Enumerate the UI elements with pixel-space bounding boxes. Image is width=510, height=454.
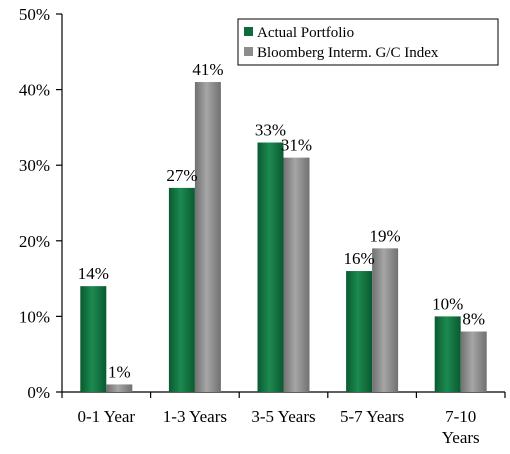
data-label: 33% <box>255 121 286 140</box>
y-axis: 0% 10% 20% 30% 40% 50% <box>19 5 63 402</box>
legend: Actual Portfolio Bloomberg Interm. G/C In… <box>237 18 499 66</box>
bar-actual-portfolio-1 <box>168 187 195 392</box>
bar-index-3 <box>372 248 399 392</box>
x-tick-label: 0-1 Year <box>77 407 135 426</box>
y-tick-label: 0% <box>27 383 50 402</box>
legend-label: Bloomberg Interm. G/C Index <box>257 45 439 61</box>
data-label: 19% <box>370 226 401 245</box>
x-axis: 0-1 Year 1-3 Years 3-5 Years 5-7 Years 7-10 Y… <box>61 391 506 447</box>
bar-index-0 <box>106 384 133 392</box>
bar-index-4 <box>460 331 487 392</box>
data-label: 8% <box>462 310 485 329</box>
bar-actual-portfolio-3 <box>346 271 373 392</box>
y-tick-label: 50% <box>19 5 50 24</box>
bar-index-1 <box>194 82 221 392</box>
data-label: 41% <box>192 60 223 79</box>
data-labels: 14% 1% 27% 41% 33%31% 16% 19% 10%8% <box>78 60 485 381</box>
x-tick-label: 1-3 Years <box>163 407 227 426</box>
bar-actual-portfolio-2 <box>257 142 284 392</box>
data-label: 10% <box>432 294 463 313</box>
legend-swatch <box>244 47 253 56</box>
bar-actual-portfolio-0 <box>80 286 107 392</box>
x-tick-label: 3-5 Years <box>251 407 315 426</box>
data-label: 16% <box>344 249 375 268</box>
bar-actual-portfolio-4 <box>434 316 461 392</box>
legend-box <box>237 18 499 66</box>
y-tick-label: 30% <box>19 156 50 175</box>
legend-label: Actual Portfolio <box>257 25 354 41</box>
y-tick-label: 20% <box>19 232 50 251</box>
bars <box>80 82 487 392</box>
x-tick-label: 7-10 Years <box>442 407 480 447</box>
y-tick-label: 10% <box>19 307 50 326</box>
data-label: 1% <box>108 362 131 381</box>
data-label: 31% <box>281 136 312 155</box>
y-tick-label: 40% <box>19 81 50 100</box>
bar-index-2 <box>283 157 310 392</box>
data-label: 14% <box>78 264 109 283</box>
x-tick-label: 5-7 Years <box>340 407 404 426</box>
data-label: 27% <box>166 166 197 185</box>
legend-swatch <box>244 27 253 36</box>
